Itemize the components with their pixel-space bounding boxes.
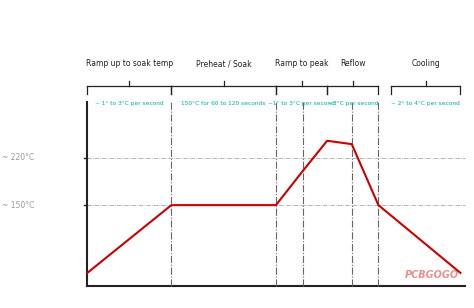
Text: PCBGOGO: PCBGOGO — [405, 270, 459, 280]
Text: Ramp to peak: Ramp to peak — [275, 59, 328, 68]
Text: ~ 150°C: ~ 150°C — [2, 201, 35, 210]
Text: ~ 2° to 4°C per second: ~ 2° to 4°C per second — [391, 101, 460, 106]
Text: Reflow: Reflow — [340, 59, 365, 68]
Text: ~ 1° to 3°C per second: ~ 1° to 3°C per second — [95, 101, 164, 106]
Text: ~ 220°C: ~ 220°C — [2, 153, 35, 162]
Text: ~3°C per second: ~3°C per second — [328, 101, 378, 106]
Text: ~1° to 3°C per second: ~1° to 3°C per second — [268, 101, 335, 106]
Text: 150°C for 60 to 120 seconds: 150°C for 60 to 120 seconds — [182, 101, 266, 106]
Text: Ramp up to soak temp: Ramp up to soak temp — [86, 59, 173, 68]
Text: Preheat / Soak: Preheat / Soak — [196, 59, 251, 68]
Text: Cooling: Cooling — [411, 59, 440, 68]
